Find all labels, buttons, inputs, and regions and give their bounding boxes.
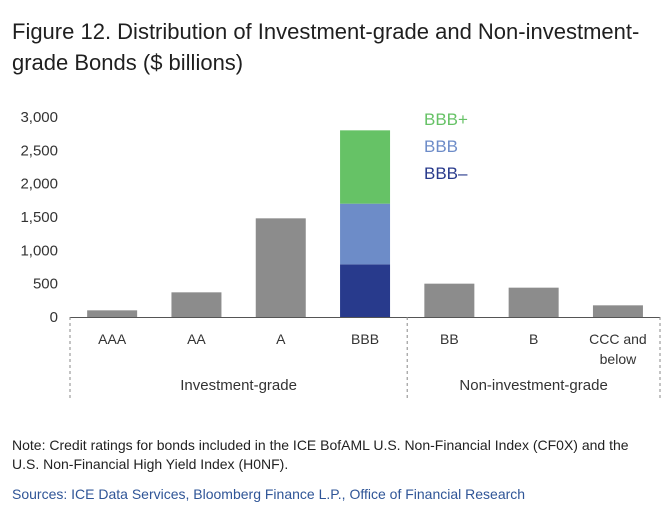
bar-b [508,287,559,317]
y-tick-label: 3,000 [20,109,58,126]
group-label-investment-grade: Investment-grade [180,377,297,394]
bbb-segment [340,203,391,265]
y-tick-label: 0 [50,309,58,326]
x-tick-label: AAA [98,331,127,347]
y-tick-label: 500 [33,276,58,293]
x-tick-label-cont: below [600,351,637,367]
x-tick-label: B [529,331,538,347]
bbb-plus-segment [340,130,391,204]
x-tick-label: AA [187,331,206,347]
y-tick-label: 1,500 [20,209,58,226]
bar-ccc-and-below [592,305,643,317]
y-tick-label: 2,000 [20,176,58,193]
legend-bbb: BBB [424,137,458,156]
legend-bbb-plus: BBB+ [424,110,468,129]
bar-a [255,218,306,317]
group-label-non-investment-grade: Non-investment-grade [459,377,607,394]
chart-title: Figure 12. Distribution of Investment-gr… [12,19,640,75]
bar-aa [171,292,222,317]
y-axis: 0 500 1,000 1,500 2,000 2,500 3,000 [20,109,58,326]
x-tick-label: BBB [351,331,379,347]
x-tick-label: A [276,331,286,347]
chart-note: Note: Credit ratings for bonds included … [12,437,629,472]
bars [87,130,643,317]
chart-sources: Sources: ICE Data Services, Bloomberg Fi… [12,486,526,502]
bbb-minus-segment [340,264,391,317]
y-tick-label: 2,500 [20,142,58,159]
bar-aaa [87,310,138,317]
legend: BBB+ BBB BBB– [424,110,468,183]
x-axis: AAA AA A BBB BB B CCC andbelowInvestment-grade… [69,317,661,401]
x-tick-label: BB [440,331,459,347]
bar-bb [424,283,475,317]
x-tick-label: CCC and [589,331,647,347]
y-tick-label: 1,000 [20,242,58,259]
legend-bbb-minus: BBB– [424,164,468,183]
